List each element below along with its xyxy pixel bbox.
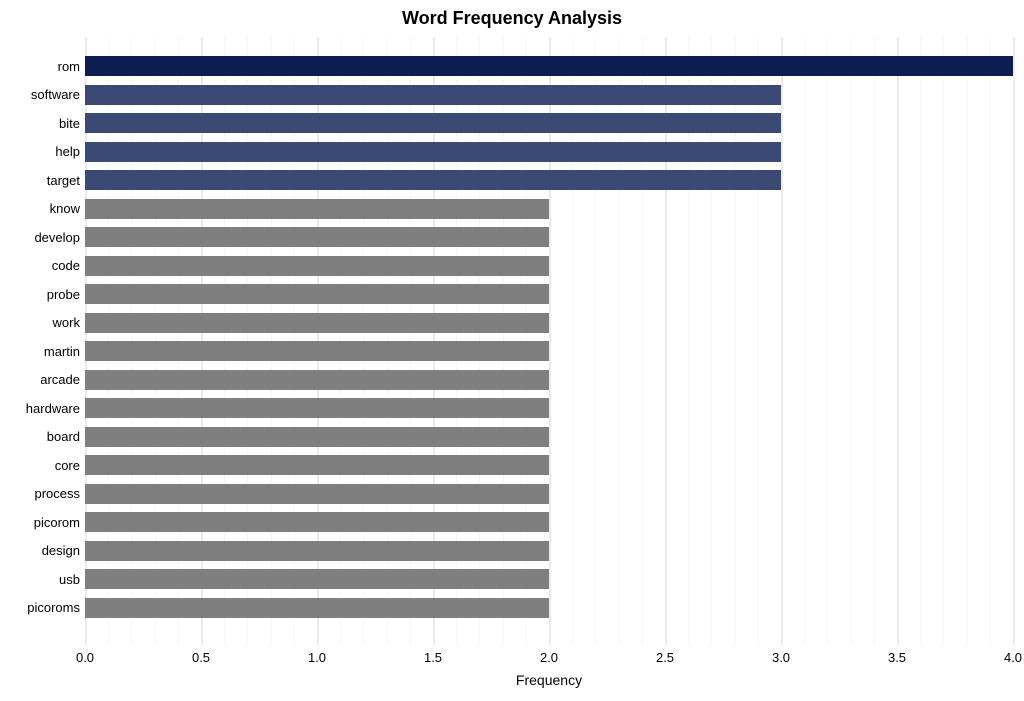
y-tick-label: rom (0, 60, 80, 73)
bar (85, 427, 549, 447)
bar (85, 170, 781, 190)
y-tick-label: picoroms (0, 601, 80, 614)
gridline-minor (990, 37, 991, 645)
y-tick-label: help (0, 145, 80, 158)
y-tick-label: develop (0, 231, 80, 244)
y-tick-label: design (0, 544, 80, 557)
bar (85, 512, 549, 532)
y-tick-label: target (0, 174, 80, 187)
y-tick-label: probe (0, 288, 80, 301)
bar (85, 227, 549, 247)
bar (85, 85, 781, 105)
bar (85, 199, 549, 219)
x-tick-label: 1.5 (424, 650, 442, 665)
gridline-major (781, 37, 783, 645)
x-tick-label: 0.5 (192, 650, 210, 665)
x-tick-label: 2.5 (656, 650, 674, 665)
gridline-major (897, 37, 899, 645)
x-axis-title: Frequency (85, 672, 1013, 688)
y-tick-label: work (0, 316, 80, 329)
y-tick-label: arcade (0, 373, 80, 386)
y-tick-label: bite (0, 117, 80, 130)
gridline-minor (827, 37, 828, 645)
gridline-minor (874, 37, 875, 645)
gridline-minor (920, 37, 921, 645)
bar (85, 598, 549, 618)
y-tick-label: software (0, 88, 80, 101)
bar (85, 113, 781, 133)
bar (85, 484, 549, 504)
x-tick-label: 3.0 (772, 650, 790, 665)
y-tick-label: usb (0, 573, 80, 586)
y-tick-label: process (0, 487, 80, 500)
gridline-minor (851, 37, 852, 645)
y-tick-label: code (0, 259, 80, 272)
y-tick-label: core (0, 459, 80, 472)
bar (85, 56, 1013, 76)
bar (85, 341, 549, 361)
y-tick-label: picorom (0, 516, 80, 529)
word-frequency-chart: Word Frequency Analysis rom software bite h… (0, 0, 1024, 701)
x-tick-label: 4.0 (1004, 650, 1022, 665)
gridline-minor (804, 37, 805, 645)
gridline-major (1013, 37, 1015, 645)
y-tick-label: board (0, 430, 80, 443)
chart-title: Word Frequency Analysis (0, 8, 1024, 29)
x-tick-label: 2.0 (540, 650, 558, 665)
bar (85, 313, 549, 333)
y-tick-label: martin (0, 345, 80, 358)
y-tick-label: hardware (0, 402, 80, 415)
x-tick-label: 1.0 (308, 650, 326, 665)
bar (85, 569, 549, 589)
bar (85, 284, 549, 304)
bar (85, 256, 549, 276)
y-tick-label: know (0, 202, 80, 215)
gridline-minor (967, 37, 968, 645)
bar (85, 142, 781, 162)
x-tick-label: 3.5 (888, 650, 906, 665)
gridline-minor (943, 37, 944, 645)
bar (85, 398, 549, 418)
bar (85, 541, 549, 561)
plot-area (85, 37, 1013, 645)
bar (85, 455, 549, 475)
x-tick-label: 0.0 (76, 650, 94, 665)
bar (85, 370, 549, 390)
